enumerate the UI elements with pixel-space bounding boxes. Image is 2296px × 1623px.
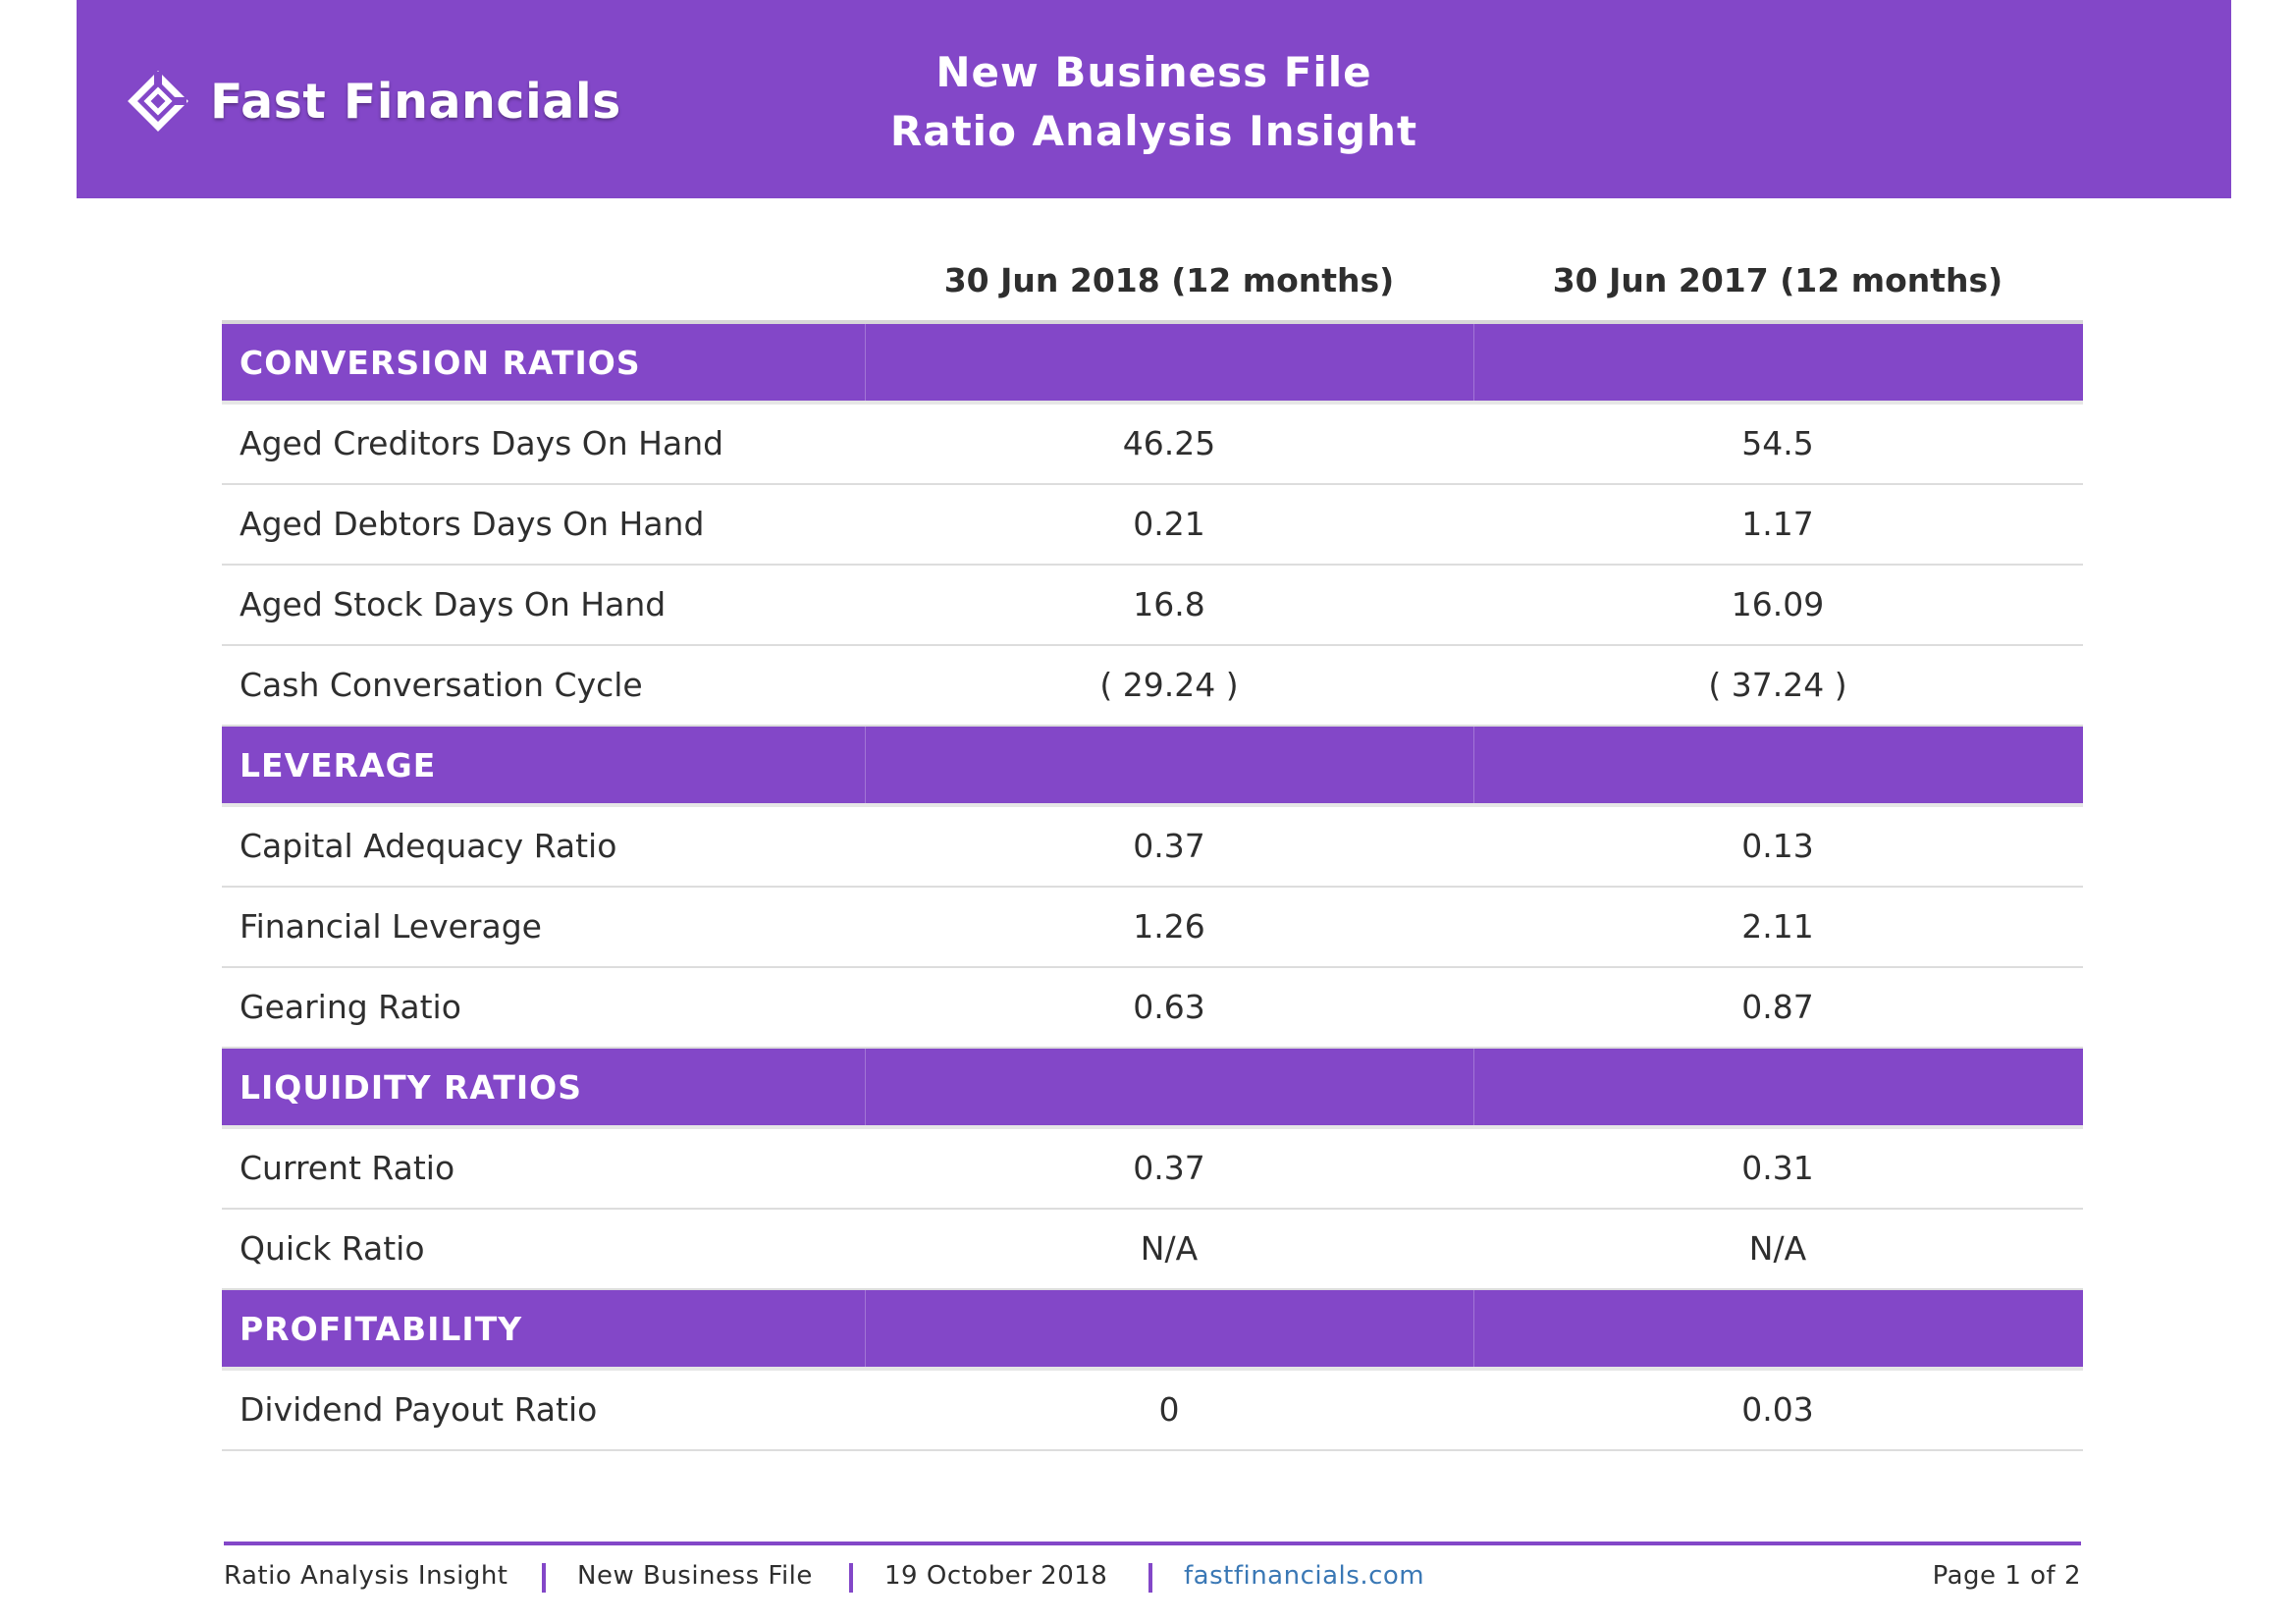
- column-divider: [865, 727, 866, 803]
- report-title-line2: Ratio Analysis Insight: [889, 107, 1418, 155]
- column-divider: [1473, 1290, 1474, 1367]
- column-divider: [865, 1290, 866, 1367]
- value-2018: 0.37: [1133, 827, 1205, 865]
- value-2017: 2.11: [1741, 907, 1814, 946]
- row-label: Gearing Ratio: [240, 988, 461, 1026]
- table-row: Dividend Payout Ratio 0 0.03: [222, 1371, 2083, 1451]
- value-2017: 16.09: [1731, 585, 1825, 623]
- table-row: Aged Debtors Days On Hand 0.21 1.17: [222, 485, 2083, 566]
- brand-logo: Fast Financials: [128, 71, 621, 132]
- column-header-2018: 30 Jun 2018 (12 months): [943, 261, 1395, 299]
- section-header: LEVERAGE: [222, 727, 2083, 807]
- brand-name: Fast Financials: [210, 73, 621, 130]
- footer-divider: [849, 1563, 853, 1593]
- table-row: Financial Leverage 1.26 2.11: [222, 888, 2083, 968]
- row-label: Cash Conversation Cycle: [240, 666, 643, 704]
- value-2017: N/A: [1748, 1229, 1807, 1268]
- column-header-2017: 30 Jun 2017 (12 months): [1552, 261, 2003, 299]
- column-divider: [865, 324, 866, 401]
- row-label: Quick Ratio: [240, 1229, 425, 1268]
- row-label: Financial Leverage: [240, 907, 542, 946]
- value-2018: 46.25: [1122, 424, 1216, 462]
- section-title: LIQUIDITY RATIOS: [240, 1068, 582, 1107]
- value-2018: N/A: [1140, 1229, 1199, 1268]
- footer-date: 19 October 2018: [884, 1561, 1108, 1591]
- row-label: Aged Stock Days On Hand: [240, 585, 667, 623]
- row-label: Aged Debtors Days On Hand: [240, 505, 705, 543]
- value-2018: 1.26: [1133, 907, 1205, 946]
- row-label: Aged Creditors Days On Hand: [240, 424, 724, 462]
- row-label: Current Ratio: [240, 1149, 455, 1187]
- report-title-line1: New Business File: [935, 48, 1372, 96]
- value-2017: 54.5: [1741, 424, 1814, 462]
- table-row: Cash Conversation Cycle ( 29.24 ) ( 37.24 …: [222, 646, 2083, 727]
- row-label: Dividend Payout Ratio: [240, 1390, 598, 1429]
- column-divider: [1473, 1049, 1474, 1125]
- value-2017: ( 37.24 ): [1708, 666, 1847, 704]
- value-2018: 0.37: [1133, 1149, 1205, 1187]
- table-row: Capital Adequacy Ratio 0.37 0.13: [222, 807, 2083, 888]
- table-row: Quick Ratio N/A N/A: [222, 1210, 2083, 1290]
- ratio-table: 30 Jun 2018 (12 months) 30 Jun 2017 (12 …: [222, 243, 2083, 1451]
- report-header: Fast Financials New Business File Ratio …: [77, 0, 2231, 198]
- column-headers: 30 Jun 2018 (12 months) 30 Jun 2017 (12 …: [222, 243, 2083, 324]
- section-header: PROFITABILITY: [222, 1290, 2083, 1371]
- section-title: LEVERAGE: [240, 746, 437, 784]
- value-2018: 0.63: [1133, 988, 1205, 1026]
- section-title: CONVERSION RATIOS: [240, 344, 641, 382]
- table-row: Current Ratio 0.37 0.31: [222, 1129, 2083, 1210]
- footer-divider: [542, 1563, 546, 1593]
- row-label: Capital Adequacy Ratio: [240, 827, 617, 865]
- value-2017: 0.13: [1741, 827, 1814, 865]
- section-header: CONVERSION RATIOS: [222, 324, 2083, 405]
- footer-report-name: Ratio Analysis Insight: [224, 1561, 508, 1591]
- section-header: LIQUIDITY RATIOS: [222, 1049, 2083, 1129]
- footer-file-name: New Business File: [577, 1561, 813, 1591]
- page-footer: Ratio Analysis Insight New Business File…: [224, 1542, 2081, 1604]
- footer-page-number: Page 1 of 2: [1932, 1561, 2081, 1591]
- column-divider: [865, 1049, 866, 1125]
- report-title: New Business File Ratio Analysis Insight: [77, 43, 2231, 161]
- value-2017: 1.17: [1741, 505, 1814, 543]
- fast-financials-logo-icon: [128, 71, 188, 132]
- value-2018: 0: [1158, 1390, 1180, 1429]
- section-title: PROFITABILITY: [240, 1310, 523, 1348]
- value-2017: 0.31: [1741, 1149, 1814, 1187]
- table-row: Gearing Ratio 0.63 0.87: [222, 968, 2083, 1049]
- value-2018: 0.21: [1133, 505, 1205, 543]
- footer-website-link[interactable]: fastfinancials.com: [1184, 1561, 1425, 1591]
- value-2017: 0.87: [1741, 988, 1814, 1026]
- table-row: Aged Stock Days On Hand 16.8 16.09: [222, 566, 2083, 646]
- value-2018: 16.8: [1133, 585, 1205, 623]
- column-divider: [1473, 727, 1474, 803]
- footer-divider: [1148, 1563, 1152, 1593]
- value-2018: ( 29.24 ): [1099, 666, 1239, 704]
- table-row: Aged Creditors Days On Hand 46.25 54.5: [222, 405, 2083, 485]
- column-divider: [1473, 324, 1474, 401]
- value-2017: 0.03: [1741, 1390, 1814, 1429]
